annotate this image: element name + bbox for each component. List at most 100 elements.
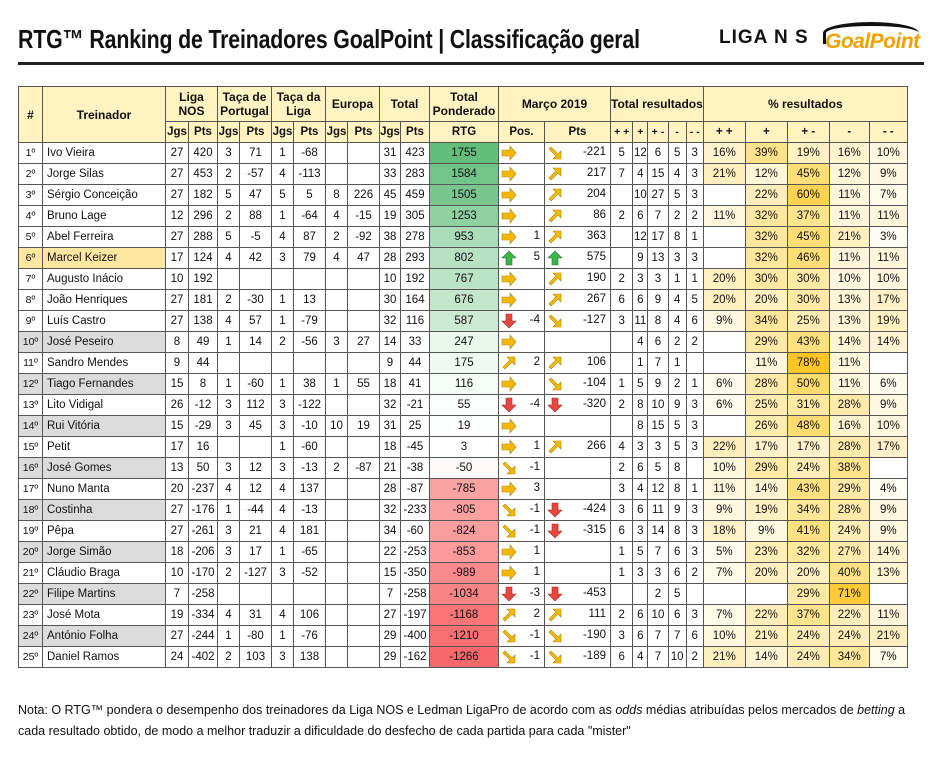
result-count-cell: 12 xyxy=(632,226,649,248)
liga-pts-cell: -258 xyxy=(188,583,218,605)
result-count-cell: 2 xyxy=(685,331,704,353)
marco-pos-cell-value: 1 xyxy=(533,230,540,242)
arrow-down-right-icon xyxy=(502,503,516,517)
result-count-cell: 11 xyxy=(632,310,649,332)
result-count-cell: 5 xyxy=(667,415,687,437)
marco-pts-cell xyxy=(544,478,611,500)
liga-jgs-cell: 27 xyxy=(165,226,189,248)
total-jgs-cell: 18 xyxy=(379,436,401,458)
footnote-odds: odds xyxy=(615,703,643,717)
liga-jgs-cell: 9 xyxy=(165,352,189,374)
taca-liga-jgs-cell: 5 xyxy=(271,184,294,206)
result-pct-cell: 17% xyxy=(786,436,830,458)
total-jgs-cell: 22 xyxy=(379,541,401,563)
liga-jgs-cell: 12 xyxy=(165,205,189,227)
europa-jgs-cell: 2 xyxy=(325,457,348,479)
result-count-cell xyxy=(609,352,634,374)
taca-liga-jgs-cell xyxy=(271,583,294,605)
europa-pts-cell xyxy=(347,289,380,311)
subheader-taca-pt-jgs: Jgs xyxy=(217,121,240,143)
taca-pt-pts-cell: 88 xyxy=(239,205,272,227)
marco-pts-cell: -104 xyxy=(544,373,611,395)
result-pct-cell: 7% xyxy=(868,646,908,668)
result-count-cell: 1 xyxy=(667,268,687,290)
arrow-down-icon xyxy=(501,586,517,602)
result-pct-cell xyxy=(702,247,746,269)
marco-pts-cell: 86 xyxy=(544,205,611,227)
rtg-cell: 55 xyxy=(429,394,499,416)
arrow-right-icon xyxy=(501,271,517,287)
result-count-cell: 3 xyxy=(609,499,634,521)
arrow-right-icon xyxy=(501,481,517,497)
result-pct-cell: 5% xyxy=(702,541,746,563)
result-count-cell: 3 xyxy=(685,142,704,164)
total-jgs-cell: 28 xyxy=(379,478,401,500)
coach-name: Sandro Mendes xyxy=(42,352,166,374)
result-pct-cell xyxy=(868,583,908,605)
taca-pt-pts-cell: 17 xyxy=(239,541,272,563)
rank-cell: 19º xyxy=(18,520,43,542)
result-pct-cell: 13% xyxy=(868,562,908,584)
table-row: 15º Petit 17 16 1 -60 18 -45 3 1 266 4 3 3 5 3 22% 17% 17%… xyxy=(18,436,908,458)
arrow-up-right-icon xyxy=(548,167,562,181)
liga-pts-cell: -206 xyxy=(188,541,218,563)
marco-pts-cell: 267 xyxy=(544,289,611,311)
result-count-cell: 3 xyxy=(685,604,704,626)
result-pct-cell: 14% xyxy=(744,646,788,668)
result-count-cell: 4 xyxy=(609,436,634,458)
total-pts-cell: 33 xyxy=(400,331,430,353)
result-count-cell: 3 xyxy=(685,163,704,185)
taca-liga-pts-cell: -56 xyxy=(293,331,326,353)
liga-pts-cell: 44 xyxy=(188,352,218,374)
rtg-cell: 19 xyxy=(429,415,499,437)
title-divider xyxy=(18,62,924,65)
result-pct-cell: 11% xyxy=(828,373,870,395)
result-count-cell: 3 xyxy=(632,520,649,542)
total-pts-cell: 305 xyxy=(400,205,430,227)
header-liga-nos: Liga NOS xyxy=(165,86,218,122)
result-pct-cell: 31% xyxy=(786,394,830,416)
taca-pt-pts-cell: -60 xyxy=(239,373,272,395)
total-pts-cell: -258 xyxy=(400,583,430,605)
liga-jgs-cell: 13 xyxy=(165,457,189,479)
marco-pos-cell: 2 xyxy=(498,352,545,374)
marco-pos-cell: -1 xyxy=(498,646,545,668)
total-jgs-cell: 18 xyxy=(379,373,401,395)
taca-liga-jgs-cell: 4 xyxy=(271,520,294,542)
taca-liga-pts-cell: 87 xyxy=(293,226,326,248)
marco-pos-cell: -3 xyxy=(498,583,545,605)
rtg-cell: -989 xyxy=(429,562,499,584)
taca-pt-jgs-cell: 2 xyxy=(217,163,240,185)
coach-name: Abel Ferreira xyxy=(42,226,166,248)
result-pct-cell: 30% xyxy=(786,268,830,290)
header-pct-resultados: % resultados xyxy=(702,86,908,122)
taca-pt-pts-cell: -44 xyxy=(239,499,272,521)
result-pct-cell: 50% xyxy=(786,373,830,395)
rtg-cell: 1253 xyxy=(429,205,499,227)
liga-pts-cell: 16 xyxy=(188,436,218,458)
marco-pos-cell: 3 xyxy=(498,478,545,500)
result-pct-cell: 30% xyxy=(786,289,830,311)
taca-liga-jgs-cell: 1 xyxy=(271,541,294,563)
marco-pts-cell xyxy=(544,562,611,584)
marco-pos-cell: -1 xyxy=(498,625,545,647)
result-count-cell: 6 xyxy=(632,604,649,626)
arrow-up-right-icon xyxy=(548,272,562,286)
liga-jgs-cell: 19 xyxy=(165,604,189,626)
taca-pt-jgs-cell: 4 xyxy=(217,247,240,269)
result-count-cell: 4 xyxy=(667,310,687,332)
table-row: 13º Lito Vidigal 26 -12 3 112 3 -122 32 -21 55 -4 -3… xyxy=(18,394,908,416)
marco-pts-cell-value: -104 xyxy=(582,377,606,389)
marco-pos-cell-value: -1 xyxy=(529,503,540,515)
marco-pos-cell: -1 xyxy=(498,499,545,521)
total-jgs-cell: 33 xyxy=(379,163,401,185)
liga-jgs-cell: 15 xyxy=(165,373,189,395)
total-pts-cell: 283 xyxy=(400,163,430,185)
result-pct-cell: 13% xyxy=(828,310,870,332)
result-count-cell: 3 xyxy=(685,247,704,269)
result-count-cell: 2 xyxy=(667,331,687,353)
europa-jgs-cell xyxy=(325,541,348,563)
result-count-cell: 6 xyxy=(632,625,649,647)
liga-pts-cell: 124 xyxy=(188,247,218,269)
taca-pt-pts-cell: 45 xyxy=(239,415,272,437)
